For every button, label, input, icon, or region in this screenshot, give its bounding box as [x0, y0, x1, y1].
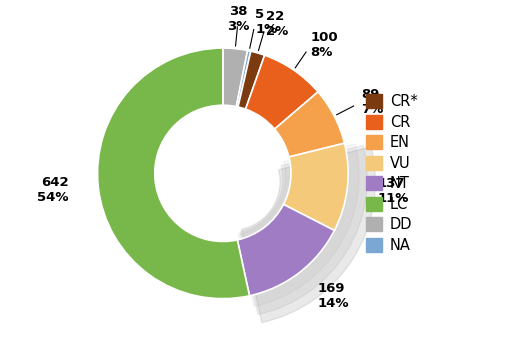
Wedge shape [240, 145, 367, 315]
Text: 22
2%: 22 2% [266, 10, 288, 38]
Text: 5
1%: 5 1% [256, 8, 278, 36]
Wedge shape [238, 144, 359, 306]
Wedge shape [97, 48, 249, 299]
Text: 137
11%: 137 11% [377, 177, 409, 205]
Text: 38
3%: 38 3% [227, 5, 249, 33]
Text: 642
54%: 642 54% [37, 176, 68, 204]
Wedge shape [241, 147, 375, 323]
Legend: CR*, CR, EN, VU, NT, LC, DD, NA: CR*, CR, EN, VU, NT, LC, DD, NA [360, 88, 423, 259]
Text: 100
8%: 100 8% [311, 31, 338, 59]
Wedge shape [245, 55, 318, 129]
Wedge shape [223, 48, 247, 107]
Text: 169
14%: 169 14% [317, 283, 349, 311]
Wedge shape [237, 204, 335, 296]
Wedge shape [283, 143, 348, 230]
Wedge shape [236, 50, 251, 107]
Wedge shape [275, 92, 344, 157]
Wedge shape [238, 51, 265, 109]
Text: 89
7%: 89 7% [361, 88, 383, 116]
